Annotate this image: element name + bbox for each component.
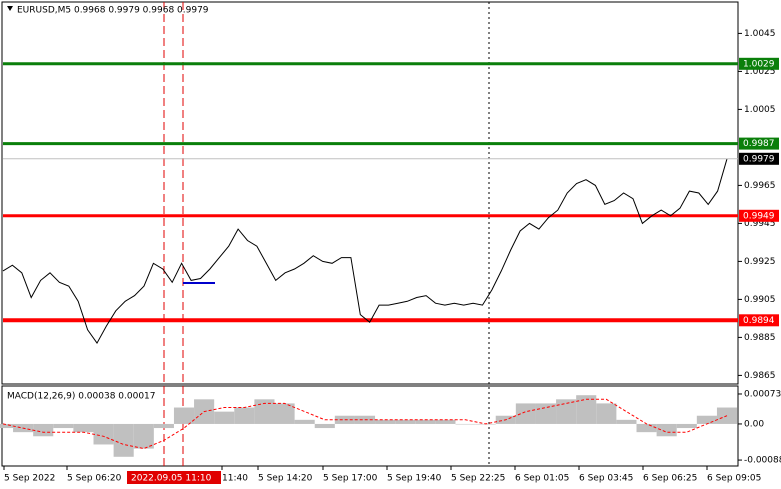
macd-bar: [556, 399, 577, 424]
macd-bar: [113, 423, 134, 457]
macd-bar: [696, 415, 717, 424]
macd-bar: [375, 419, 396, 424]
last-price-label: 0.9979: [743, 154, 775, 164]
macd-bar: [535, 403, 557, 424]
menu-arrow: [7, 6, 13, 11]
level-label-box: [739, 137, 779, 150]
macd-bar: [656, 423, 677, 437]
macd-bar: [676, 423, 697, 429]
macd-bar: [73, 423, 94, 433]
macd-bar: [274, 403, 295, 424]
macd-bar: [133, 423, 154, 449]
y-tick-label: 0.9885: [744, 333, 776, 343]
macd-bar: [636, 423, 657, 433]
y-tick-label: 0.00073: [744, 389, 781, 399]
x-tick-label: 6 Sep 09:05: [707, 474, 761, 484]
macd-bar: [214, 411, 235, 424]
level-label: 0.9949: [743, 211, 775, 221]
price-panel: [1, 1, 739, 385]
macd-bar: [576, 395, 597, 424]
macd-bar: [153, 423, 174, 429]
y-tick-label: -0.00088: [744, 456, 781, 466]
y-tick-label: 0.9865: [744, 371, 776, 381]
level-label: 0.9987: [743, 139, 775, 149]
y-tick-label: 0.9965: [744, 181, 776, 191]
cursor-time-box: [127, 471, 221, 484]
y-tick-label: 1.0005: [744, 105, 776, 115]
macd-bar: [234, 407, 255, 424]
signal-line: [2, 398, 728, 450]
cursor-time: 2022.09.05 11:10: [131, 474, 212, 484]
x-tick-label: 6 Sep 06:25: [643, 474, 697, 484]
level-label: 1.0029: [743, 59, 775, 69]
macd-bar: [314, 423, 335, 429]
x-tick-label: 6 Sep 03:45: [579, 474, 633, 484]
macd-bar: [435, 419, 456, 424]
macd-bar: [173, 407, 195, 424]
macd-bar: [254, 399, 275, 424]
chart-title: EURUSD,M5 0.9968 0.9979 0.9968 0.9979: [17, 6, 209, 16]
macd-bar: [294, 419, 315, 424]
macd-bar: [515, 403, 536, 424]
macd-bar: [455, 423, 476, 425]
x-tick-label: 5 Sep 14:20: [258, 474, 313, 484]
macd-bar: [93, 423, 114, 445]
macd-bar: [33, 423, 54, 437]
y-tick-label: 0.9945: [744, 219, 776, 229]
x-tick-label: 6 Sep 01:05: [515, 474, 569, 484]
macd-bar: [415, 419, 436, 424]
y-tick-label: 0.00: [744, 419, 764, 429]
level-label-box: [739, 314, 779, 327]
x-tick-label: 5 Sep 19:40: [387, 474, 442, 484]
x-tick-label: 5 Sep 2022: [4, 474, 55, 484]
macd-bar: [53, 423, 74, 429]
y-tick-label: 1.0025: [744, 67, 776, 77]
macd-bar: [616, 419, 637, 424]
last-price-box: [739, 152, 779, 165]
x-tick-label: 11:40: [222, 474, 248, 484]
macd-bar: [395, 419, 416, 424]
price-line: [2, 158, 728, 345]
level-label-box: [739, 57, 779, 70]
macd-bar: [596, 403, 617, 424]
macd-title: MACD(12,26,9) 0.00038 0.00017: [7, 392, 156, 402]
level-label: 0.9894: [743, 316, 775, 326]
x-tick-label: 5 Sep 17:00: [323, 474, 378, 484]
x-tick-label: 5 Sep 06:20: [67, 474, 122, 484]
x-tick-label: 5 Sep 22:25: [451, 474, 505, 484]
y-tick-label: 1.0045: [744, 29, 776, 39]
macd-bar: [0, 423, 14, 429]
y-tick-label: 0.9905: [744, 295, 776, 305]
level-label-box: [739, 209, 779, 222]
y-tick-label: 0.9925: [744, 257, 776, 267]
